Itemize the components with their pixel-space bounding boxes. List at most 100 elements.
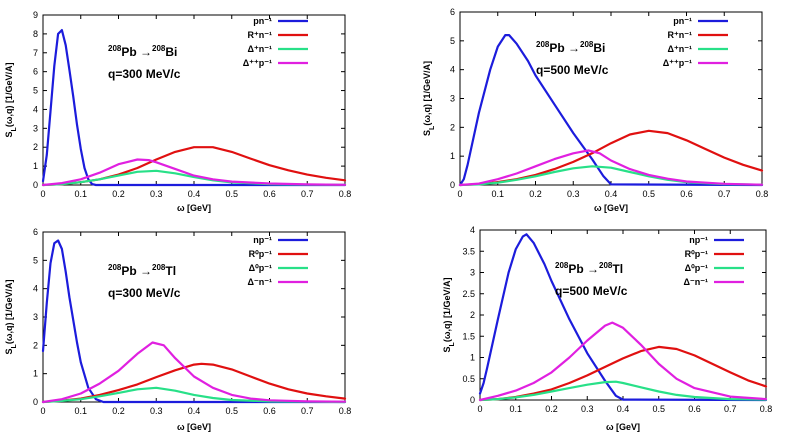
series-line-4 <box>41 158 347 187</box>
y-tick-label: 1.5 <box>462 331 475 341</box>
x-tick-label: 0.8 <box>339 406 352 416</box>
reaction-arrow: → <box>140 45 152 59</box>
reaction-product-mass: 208 <box>152 44 166 53</box>
y-tick-label: 0 <box>33 180 38 190</box>
x-tick-label: 0.8 <box>339 189 352 199</box>
reaction-target: Pb <box>121 45 140 59</box>
y-axis-title-rest: (ω,q) [1/GeV/A] <box>4 280 14 345</box>
x-tick-label: 0.4 <box>617 404 630 414</box>
x-tick-label: 0.4 <box>188 406 201 416</box>
x-tick-label: 0.2 <box>112 189 125 199</box>
plot-frame <box>459 11 763 186</box>
y-tick-label: 4 <box>470 225 475 235</box>
legend-label: Δ⁺⁺p⁻¹ <box>243 58 272 68</box>
y-tick-label: 6 <box>33 67 38 77</box>
series-line-4 <box>41 341 347 404</box>
y-tick-label: 5 <box>450 36 455 46</box>
y-tick-label: 1 <box>470 353 475 363</box>
reaction-target-mass: 208 <box>108 263 122 272</box>
x-tick-label: 0.6 <box>263 189 276 199</box>
reaction-product: Tl <box>165 264 176 278</box>
y-tick-label: 4 <box>33 104 38 114</box>
legend-label: Δ⁻n⁻¹ <box>248 277 272 287</box>
y-tick-label: 0.5 <box>462 374 475 384</box>
y-axis-title-rest: (ω,q) [1/GeV/A] <box>442 278 452 343</box>
legend-label: R⁰p⁻¹ <box>249 249 272 259</box>
x-tick-label: 0.5 <box>225 406 238 416</box>
reaction-target-mass: 208 <box>108 44 122 53</box>
legend-label: Δ⁰p⁻¹ <box>685 263 708 273</box>
y-axis-title-main: S <box>422 130 432 136</box>
chart-bottom-left: 0 0.1 0.2 0.3 0.4 0.5 0.6 0.7 0.8 0 1 2 3 4 5 6 ω [GeV] S… <box>4 227 351 432</box>
legend-label: np⁻¹ <box>253 235 272 245</box>
x-tick-label: 0 <box>40 406 45 416</box>
reaction-target: Pb <box>121 264 140 278</box>
y-tick-label: 8 <box>33 29 38 39</box>
series-line-4 <box>458 149 764 187</box>
legend-label: Δ⁻n⁻¹ <box>684 277 708 287</box>
y-tick-label: 0 <box>33 397 38 407</box>
reaction-product-mass: 208 <box>152 263 166 272</box>
chart-top-left: 0 0.1 0.2 0.3 0.4 0.5 0.6 0.7 0.8 0 1 2 3 4 5 6 7 8 9 ω [Ge… <box>4 10 351 213</box>
q-annotation: q=500 MeV/c <box>536 63 609 77</box>
x-tick-label: 0.5 <box>225 189 238 199</box>
legend-label: Δ⁺n⁻¹ <box>248 44 272 54</box>
reaction-arrow: → <box>140 264 152 278</box>
q-annotation: q=300 MeV/c <box>108 67 181 81</box>
reaction-product-mass: 208 <box>580 40 594 49</box>
series-line-2 <box>478 345 768 402</box>
reaction-target: Pb <box>549 41 568 55</box>
y-axis-title: SL(ω,q) [1/GeV/A] <box>422 61 436 136</box>
x-axis-title: ω [GeV] <box>606 422 640 432</box>
y-tick-label: 1 <box>33 161 38 171</box>
series-line-1 <box>41 29 347 187</box>
x-tick-label: 0.7 <box>301 406 314 416</box>
legend-label: R⁰p⁻¹ <box>685 249 708 259</box>
y-axis-title-main: S <box>4 131 14 137</box>
y-tick-label: 2 <box>33 142 38 152</box>
x-tick-label: 0.3 <box>150 189 163 199</box>
y-axis-title: SL(ω,q) [1/GeV/A] <box>4 63 18 138</box>
y-tick-label: 4 <box>33 284 38 294</box>
y-axis-title-sub: L <box>449 341 456 346</box>
plot-frame <box>479 229 767 401</box>
x-tick-label: 0.6 <box>688 404 701 414</box>
x-tick-label: 0.8 <box>756 189 769 199</box>
x-tick-label: 0.3 <box>567 189 580 199</box>
x-axis-title: ω [GeV] <box>177 422 211 432</box>
reaction-annotation: 208Pb →208Tl <box>108 263 176 278</box>
plot-frame <box>42 14 346 186</box>
y-tick-label: 3 <box>33 123 38 133</box>
legend-label: Δ⁺⁺p⁻¹ <box>663 58 692 68</box>
y-tick-label: 6 <box>33 227 38 237</box>
series-line-1 <box>478 233 768 402</box>
x-tick-label: 0 <box>477 404 482 414</box>
y-axis-title-rest: (ω,q) [1/GeV/A] <box>4 63 14 128</box>
reaction-annotation: 208Pb →208Tl <box>555 261 623 276</box>
legend-label: pn⁻¹ <box>253 16 272 26</box>
q-annotation: q=500 MeV/c <box>555 284 628 298</box>
y-tick-label: 3.5 <box>462 246 475 256</box>
series-line-2 <box>41 362 347 404</box>
y-tick-label: 2.5 <box>462 289 475 299</box>
legend-label: R⁺n⁻¹ <box>248 30 273 40</box>
y-tick-label: 3 <box>33 312 38 322</box>
x-tick-label: 0 <box>40 189 45 199</box>
y-axis-title-sub: L <box>11 343 18 348</box>
legend-label: pn⁻¹ <box>673 16 692 26</box>
q-annotation: q=300 MeV/c <box>108 286 181 300</box>
x-tick-label: 0.8 <box>760 404 773 414</box>
y-tick-label: 7 <box>33 48 38 58</box>
legend-label: np⁻¹ <box>689 235 708 245</box>
x-tick-label: 0.3 <box>581 404 594 414</box>
reaction-product: Bi <box>165 45 177 59</box>
y-tick-label: 2 <box>470 310 475 320</box>
reaction-annotation: 208Pb →208Bi <box>536 40 605 55</box>
series-line-3 <box>41 386 347 404</box>
reaction-target: Pb <box>568 262 587 276</box>
y-tick-label: 5 <box>33 255 38 265</box>
x-tick-label: 0.6 <box>680 189 693 199</box>
y-axis-title-sub: L <box>429 125 436 130</box>
series-line-1 <box>458 33 764 187</box>
